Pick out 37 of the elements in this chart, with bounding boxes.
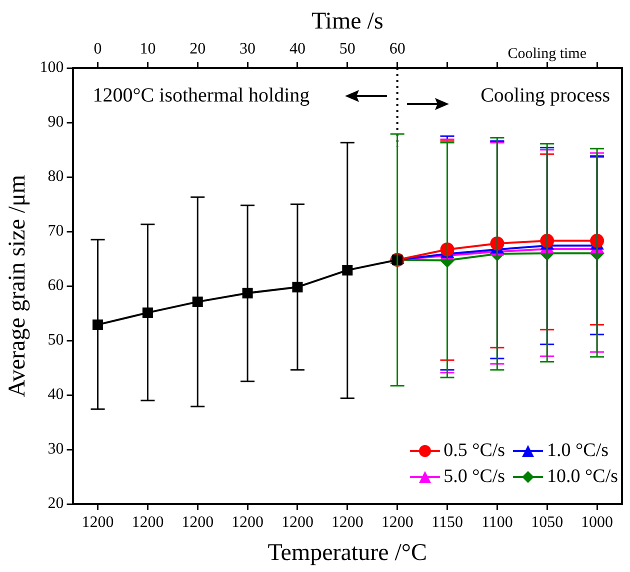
- x-tick-label: 1200: [331, 514, 364, 531]
- x2-tick-label: 60: [389, 40, 406, 58]
- x2-axis-title: Time /s: [311, 8, 384, 35]
- y-tick-label: 40: [48, 386, 64, 404]
- x-tick-label: 1200: [132, 514, 164, 531]
- y-tick-label: 100: [40, 59, 64, 76]
- legend-label: 0.5 °C/s: [444, 440, 506, 462]
- y-tick-label: 30: [48, 440, 64, 458]
- legend-label: 1.0 °C/s: [547, 440, 608, 462]
- x2-tick-label: 0: [94, 40, 102, 58]
- x-tick-label: 1200: [232, 514, 264, 531]
- text: Cooling time: [508, 46, 587, 62]
- y-tick-label: 90: [48, 114, 64, 131]
- y-tick-label: 20: [48, 495, 64, 512]
- x2-tick-label: 10: [140, 40, 156, 58]
- y-axis-title: Average grain size /μm: [4, 174, 31, 398]
- x-axis-title: Temperature /°C: [268, 540, 427, 566]
- x2-tick-label: 40: [289, 40, 306, 58]
- annotation: Cooling process: [480, 84, 610, 106]
- x-tick-label: 1200: [182, 514, 214, 531]
- x-tick-label: 1000: [581, 514, 614, 531]
- y-tick-label: 80: [48, 168, 64, 186]
- x-tick-label: 1200: [281, 514, 314, 531]
- x2-tick-label: 50: [339, 40, 356, 58]
- x-tick-label: 1050: [531, 514, 564, 531]
- x2-tick-label: 30: [240, 40, 256, 58]
- legend-label: 5.0 °C/s: [444, 466, 506, 488]
- annotation: 1200°C isothermal holding: [92, 84, 310, 106]
- x-tick-label: 1100: [481, 514, 513, 531]
- x-tick-label: 1200: [381, 514, 414, 531]
- x-tick-label: 1200: [82, 514, 114, 531]
- legend-label: 10.0 °C/s: [547, 466, 618, 488]
- x-tick-label: 1150: [432, 514, 463, 531]
- x2-tick-label: 20: [190, 40, 206, 58]
- y-tick-label: 60: [48, 277, 64, 294]
- y-tick-label: 50: [48, 332, 64, 349]
- y-tick-label: 70: [48, 222, 64, 240]
